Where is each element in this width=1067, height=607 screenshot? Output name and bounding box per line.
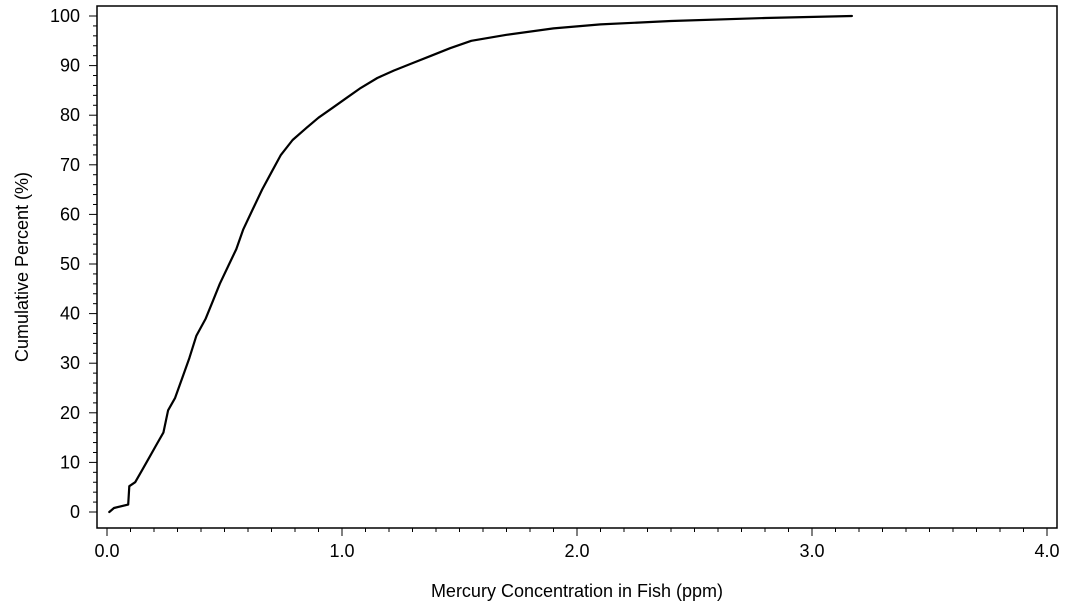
data-point	[212, 300, 214, 303]
y-axis-title: Cumulative Percent (%)	[12, 172, 32, 362]
data-point	[188, 357, 191, 360]
data-point	[155, 444, 158, 446]
x-tick-label: 3.0	[799, 541, 824, 561]
data-point	[360, 87, 362, 89]
data-point	[148, 456, 151, 459]
data-point	[505, 34, 508, 36]
data-point	[317, 116, 320, 119]
data-point	[195, 335, 198, 337]
data-point	[113, 507, 115, 509]
series-layer	[108, 14, 853, 514]
data-point	[291, 139, 294, 141]
data-point	[470, 40, 473, 42]
y-tick-label: 10	[60, 452, 80, 472]
data-point	[174, 397, 176, 399]
data-point	[306, 126, 308, 129]
data-point	[599, 23, 602, 26]
y-tick-label: 20	[60, 403, 80, 423]
y-tick-label: 100	[50, 6, 80, 26]
data-point	[552, 27, 555, 30]
data-point	[376, 77, 379, 79]
data-point	[219, 283, 221, 285]
data-point	[280, 154, 282, 156]
data-point	[331, 107, 334, 109]
data-point	[235, 248, 238, 250]
x-axis-ticks: 0.0 1.0 2.0 3.0 4.0	[94, 528, 1060, 561]
data-point	[162, 431, 165, 434]
data-point	[851, 15, 853, 17]
data-point	[134, 481, 136, 484]
data-point	[242, 228, 245, 231]
data-point	[411, 62, 414, 64]
x-tick-label: 2.0	[564, 541, 589, 561]
y-tick-label: 60	[60, 204, 80, 224]
data-point	[345, 97, 348, 99]
y-tick-label: 70	[60, 155, 80, 175]
y-tick-label: 40	[60, 304, 80, 324]
data-point	[204, 317, 207, 320]
data-point	[127, 503, 129, 506]
x-tick-label: 1.0	[329, 541, 354, 561]
series-line-0	[108, 14, 853, 514]
x-axis-title: Mercury Concentration in Fish (ppm)	[431, 581, 723, 601]
y-axis-ticks: 0 10 20 30 40 50 60 70 80 90 100	[50, 6, 97, 522]
data-point	[251, 208, 254, 211]
data-point	[392, 69, 395, 72]
data-point	[261, 188, 263, 191]
plot-frame	[96, 5, 1058, 529]
data-point	[764, 17, 766, 19]
y-tick-label: 50	[60, 254, 80, 274]
data-point	[108, 511, 111, 513]
data-point	[430, 54, 433, 57]
y-tick-label: 90	[60, 56, 80, 76]
x-tick-label: 0.0	[94, 541, 119, 561]
y-tick-label: 30	[60, 353, 80, 373]
data-point	[128, 485, 131, 488]
data-point	[167, 409, 169, 412]
data-point	[670, 20, 672, 22]
data-point	[228, 263, 230, 265]
data-point	[181, 377, 183, 379]
y-tick-label: 80	[60, 105, 80, 125]
x-tick-label: 4.0	[1034, 541, 1059, 561]
data-point	[270, 171, 273, 173]
data-point	[449, 47, 451, 49]
y-tick-label: 0	[70, 502, 80, 522]
data-point	[141, 469, 144, 471]
